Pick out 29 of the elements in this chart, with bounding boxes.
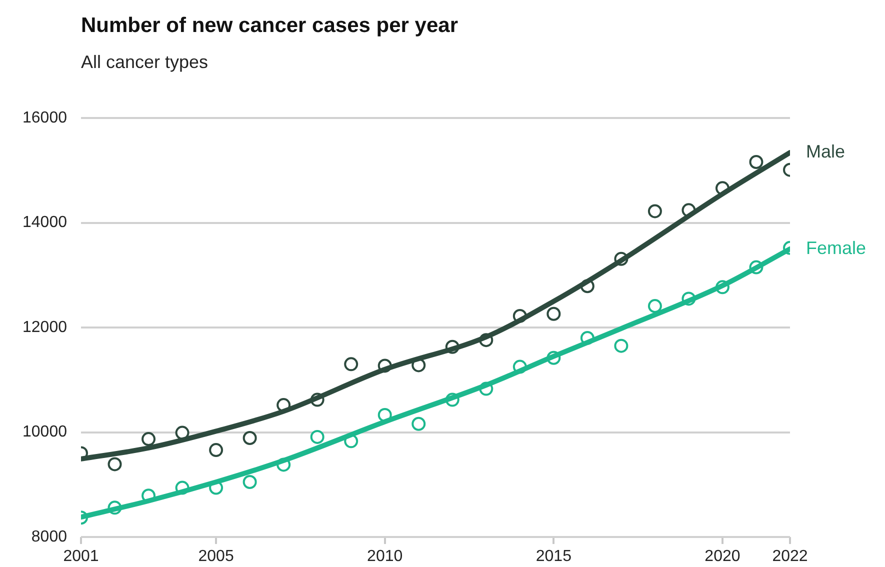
point — [242, 431, 257, 446]
series-label: Male — [806, 142, 846, 162]
x-tick-label: 2010 — [367, 548, 403, 566]
y-tick-label: 14000 — [22, 214, 68, 232]
series-label: Female — [806, 238, 866, 258]
point — [209, 443, 224, 458]
point — [648, 299, 662, 314]
point — [108, 457, 122, 472]
x-tick-label: 2022 — [772, 548, 808, 566]
point — [310, 430, 324, 444]
y-tick-label: 8000 — [31, 528, 68, 546]
point — [142, 432, 156, 446]
point — [749, 154, 764, 169]
chart-subtitle: All cancer types — [81, 52, 208, 73]
point — [546, 306, 561, 321]
y-tick-label: 12000 — [22, 318, 68, 336]
x-tick-label: 2001 — [63, 548, 99, 566]
point — [344, 357, 358, 372]
point — [175, 426, 190, 440]
y-tick-label: 16000 — [22, 109, 68, 126]
x-tick-label: 2005 — [198, 548, 234, 566]
point — [412, 416, 426, 431]
point — [614, 338, 628, 353]
x-tick-label: 2020 — [704, 548, 740, 566]
point — [242, 475, 257, 490]
x-tick-label: 2015 — [536, 548, 572, 566]
point — [648, 204, 662, 218]
y-tick-label: 10000 — [22, 424, 68, 441]
chart-title: Number of new cancer cases per year — [81, 14, 458, 38]
